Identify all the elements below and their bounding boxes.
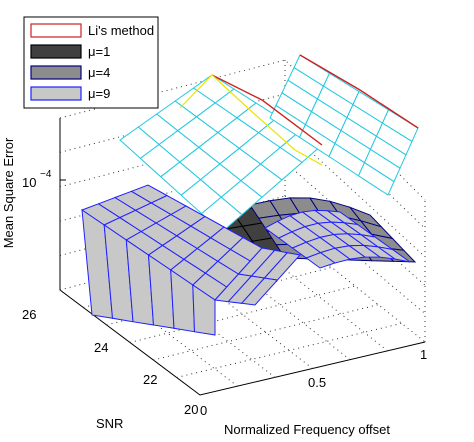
- legend-label-mu9: μ=9: [88, 86, 110, 101]
- li-yellow-band: [179, 74, 323, 166]
- legend-swatch-li: [30, 23, 82, 38]
- y-tick-20: 20: [184, 402, 198, 417]
- z-tick-base: 10: [22, 175, 36, 190]
- x-tick-0: 0: [200, 403, 207, 418]
- y-axis: 26 24 22 20 SNR: [22, 307, 198, 431]
- y-axis-label: SNR: [96, 416, 123, 431]
- x-axis-label: Normalized Frequency offset: [224, 422, 390, 437]
- z-axis-label: Mean Square Error: [1, 137, 16, 248]
- y-tick-22: 22: [143, 372, 157, 387]
- legend-swatch-mu1: [30, 44, 82, 59]
- grid-floor-line: [176, 322, 402, 378]
- legend-label-mu1: μ=1: [88, 44, 110, 59]
- x-axis: 0 0.5 1 Normalized Frequency offset: [200, 347, 427, 437]
- surface-mu9-skirt-cell: [192, 284, 216, 336]
- surfaces: [80, 54, 419, 336]
- grid-wall-line: [284, 161, 426, 286]
- legend: Li's method μ=1 μ=4 μ=9: [23, 16, 159, 109]
- z-tick-exponent: −4: [40, 169, 52, 180]
- surface-li-right: [269, 54, 419, 196]
- surface-mu9-mid-cell: [263, 252, 301, 281]
- x-tick-1: 1: [420, 347, 427, 362]
- y-tick-26: 26: [22, 307, 36, 322]
- z-axis: 10 −4 Mean Square Error: [1, 137, 52, 248]
- li-ridge-left: [211, 74, 323, 146]
- legend-label-mu4: μ=4: [88, 65, 110, 80]
- grid-wall-line: [284, 127, 426, 258]
- legend-label-li: Li's method: [88, 23, 154, 38]
- legend-swatch-mu4: [30, 65, 82, 80]
- y-tick-24: 24: [94, 340, 108, 355]
- surface-mu9-right-cell: [377, 246, 411, 263]
- grid-floor-line: [129, 285, 356, 343]
- grid-floor-line: [153, 304, 379, 361]
- x-tick-0-5: 0.5: [308, 375, 326, 390]
- legend-swatch-mu9: [30, 86, 82, 101]
- surface-mu9-front: [80, 184, 263, 301]
- surface-mu9-skirt: [81, 208, 216, 336]
- surface-mu9-right: [264, 209, 411, 269]
- li-ridge-right: [299, 54, 419, 129]
- surface-mu9-mid: [213, 247, 301, 306]
